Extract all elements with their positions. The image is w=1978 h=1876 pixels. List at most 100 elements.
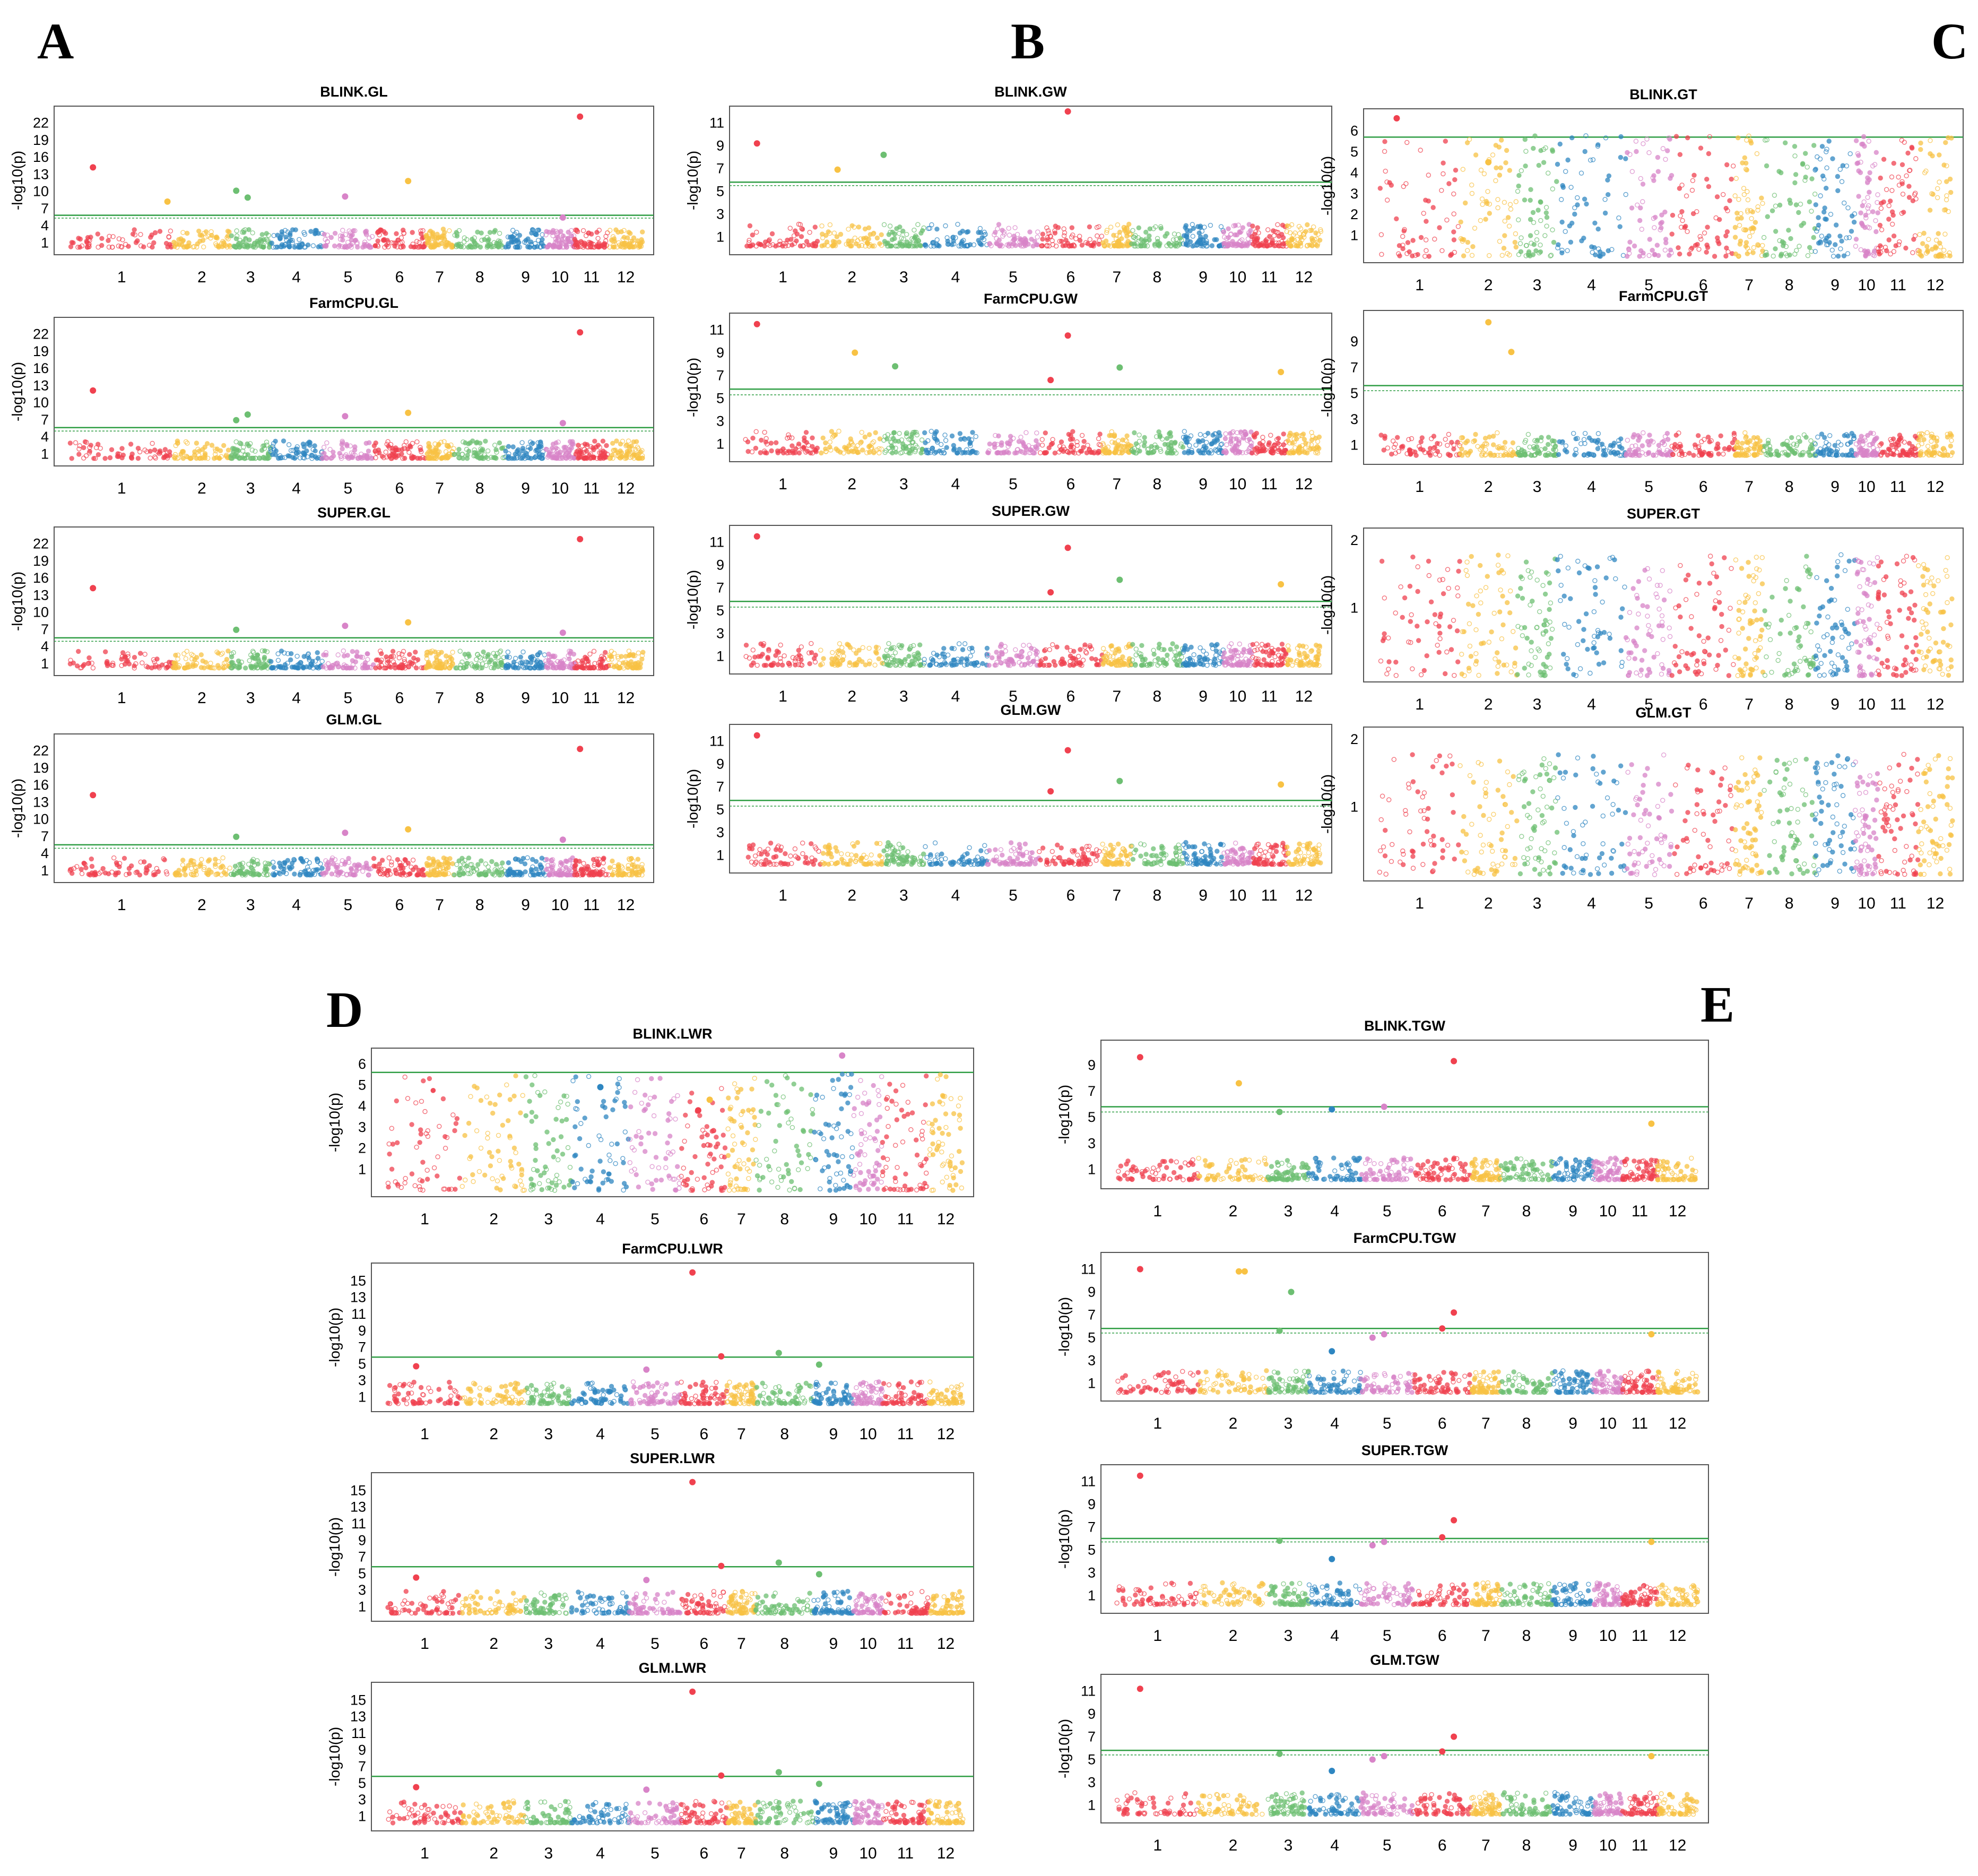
snp-point bbox=[261, 244, 266, 250]
snp-point bbox=[452, 872, 457, 878]
snp-point bbox=[80, 663, 86, 669]
snp-point bbox=[516, 451, 522, 456]
snp-point bbox=[1115, 222, 1121, 228]
snp-point bbox=[297, 237, 302, 242]
snp-point bbox=[300, 442, 306, 447]
snp-point bbox=[354, 649, 360, 655]
significant-snp bbox=[233, 417, 240, 423]
snp-point bbox=[750, 647, 756, 653]
snp-point bbox=[366, 872, 371, 878]
snp-point bbox=[283, 235, 289, 240]
snp-point bbox=[1164, 231, 1170, 236]
snp-points bbox=[68, 227, 645, 250]
snp-point bbox=[182, 665, 187, 671]
snp-point bbox=[354, 241, 360, 247]
snp-point bbox=[173, 872, 178, 878]
snp-point bbox=[1185, 450, 1191, 456]
snp-point bbox=[398, 863, 404, 868]
y-axis-label: -log10(p) bbox=[9, 572, 25, 631]
y-tick-label: 5 bbox=[716, 391, 724, 407]
snp-point bbox=[745, 439, 751, 445]
snp-point bbox=[335, 652, 341, 658]
snp-point bbox=[1107, 433, 1112, 438]
snp-point bbox=[575, 665, 580, 671]
snp-point bbox=[132, 227, 137, 232]
chromosome-label: 3 bbox=[899, 269, 908, 286]
plot-frame bbox=[54, 106, 654, 255]
snp-point bbox=[591, 649, 597, 654]
chromosome-label: 9 bbox=[1199, 269, 1208, 286]
snp-point bbox=[483, 861, 489, 867]
snp-point bbox=[209, 232, 214, 238]
snp-point bbox=[308, 229, 314, 234]
snp-point bbox=[290, 240, 295, 246]
snp-point bbox=[540, 232, 545, 237]
snp-point bbox=[68, 244, 74, 249]
snp-point bbox=[537, 663, 543, 669]
y-tick-label: 19 bbox=[33, 553, 49, 569]
chromosome-label: 6 bbox=[395, 689, 404, 707]
snp-point bbox=[432, 451, 438, 456]
snp-point bbox=[899, 643, 905, 649]
snp-point bbox=[510, 228, 516, 233]
snp-point bbox=[309, 452, 315, 458]
snp-point bbox=[360, 869, 366, 874]
snp-point bbox=[879, 232, 884, 237]
snp-point bbox=[92, 871, 98, 877]
chromosome-label: 7 bbox=[1112, 269, 1121, 286]
chromosome-label: 4 bbox=[951, 476, 960, 493]
snp-point bbox=[426, 872, 431, 878]
y-tick-label: 7 bbox=[41, 412, 49, 428]
snp-point bbox=[635, 455, 640, 461]
y-tick-label: 4 bbox=[41, 218, 49, 234]
snp-point bbox=[456, 447, 462, 452]
snp-point bbox=[1013, 647, 1018, 653]
snp-point bbox=[275, 658, 281, 663]
snp-point bbox=[375, 230, 380, 235]
snp-point bbox=[996, 222, 1002, 227]
snp-point bbox=[204, 870, 210, 876]
snp-point bbox=[518, 654, 523, 660]
snp-point bbox=[971, 660, 977, 666]
snp-point bbox=[919, 228, 925, 234]
snp-point bbox=[360, 245, 366, 250]
snp-point bbox=[965, 229, 971, 235]
snp-point bbox=[1049, 238, 1055, 244]
snp-point bbox=[381, 229, 387, 235]
y-tick-label: 13 bbox=[33, 166, 49, 182]
snp-point bbox=[766, 647, 771, 652]
significant-snp bbox=[577, 329, 584, 336]
snp-point bbox=[375, 238, 380, 244]
snp-point bbox=[1185, 243, 1191, 248]
snp-point bbox=[916, 652, 922, 658]
snp-point bbox=[1043, 430, 1048, 436]
significant-snp bbox=[559, 629, 566, 636]
snp-point bbox=[118, 244, 124, 249]
snp-point bbox=[255, 241, 261, 246]
panel-letter-b: B bbox=[1011, 13, 1045, 70]
snp-point bbox=[1260, 435, 1265, 440]
snp-point bbox=[151, 240, 157, 246]
snp-point bbox=[1252, 237, 1257, 242]
snp-point bbox=[371, 863, 377, 869]
snp-point bbox=[756, 241, 761, 246]
chromosome-label: 11 bbox=[583, 896, 600, 914]
snp-point bbox=[1183, 234, 1189, 239]
snp-point bbox=[1088, 243, 1094, 248]
snp-point bbox=[871, 230, 877, 236]
significant-snp bbox=[405, 826, 412, 833]
snp-point bbox=[884, 647, 889, 653]
snp-point bbox=[397, 872, 403, 877]
snp-point bbox=[635, 857, 641, 862]
snp-point bbox=[137, 651, 143, 656]
snp-point bbox=[413, 650, 418, 655]
snp-point bbox=[608, 653, 613, 659]
snp-point bbox=[632, 661, 638, 667]
snp-point bbox=[1265, 227, 1271, 232]
snp-point bbox=[96, 452, 101, 457]
snp-point bbox=[190, 244, 196, 250]
snp-point bbox=[227, 865, 232, 871]
snp-point bbox=[269, 240, 274, 246]
chromosome-label: 5 bbox=[1009, 476, 1018, 493]
snp-point bbox=[223, 871, 229, 877]
